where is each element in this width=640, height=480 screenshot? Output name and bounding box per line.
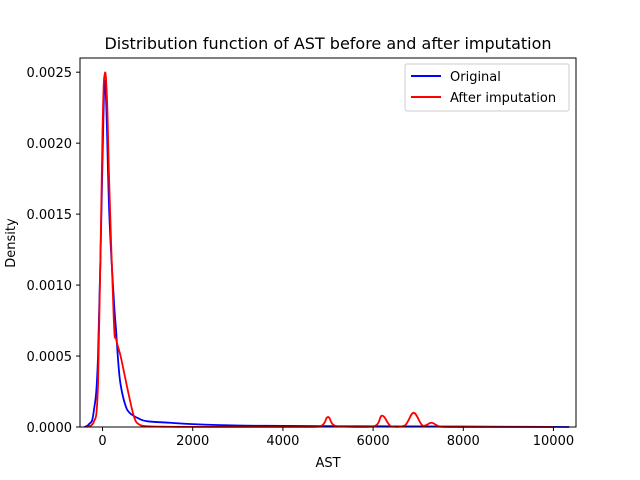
y-tick-label: 0.0010 <box>27 279 73 294</box>
y-axis: 0.0000 0.0005 0.0010 0.0015 0.0020 0.0025 <box>27 66 80 436</box>
legend-box <box>404 63 570 112</box>
y-tick-label: 0.0025 <box>27 66 73 81</box>
y-tick-label: 0.0020 <box>27 137 73 152</box>
x-tick-label: 6000 <box>357 434 390 449</box>
y-tick-label: 0.0015 <box>27 208 73 223</box>
x-tick-label: 4000 <box>266 434 299 449</box>
legend: Original After imputation <box>404 63 570 112</box>
legend-label-after-imputation: After imputation <box>450 91 556 106</box>
x-tick-label: 2000 <box>176 434 209 449</box>
plot-lines <box>84 71 570 428</box>
x-axis: 0 2000 4000 6000 8000 10000 <box>98 427 574 449</box>
x-tick-label: 0 <box>98 434 106 449</box>
x-tick-label: 8000 <box>447 434 480 449</box>
x-tick-label: 10000 <box>533 434 574 449</box>
plot-frame <box>79 57 577 428</box>
legend-label-original: Original <box>450 70 501 85</box>
y-tick-label: 0.0005 <box>27 350 73 365</box>
y-axis-label: Density <box>4 218 19 268</box>
chart-title: Distribution function of AST before and … <box>104 34 551 53</box>
x-axis-label: AST <box>315 456 340 471</box>
series-line-original <box>84 79 570 428</box>
series-line-after-imputation <box>86 71 554 428</box>
y-tick-label: 0.0000 <box>27 421 73 436</box>
